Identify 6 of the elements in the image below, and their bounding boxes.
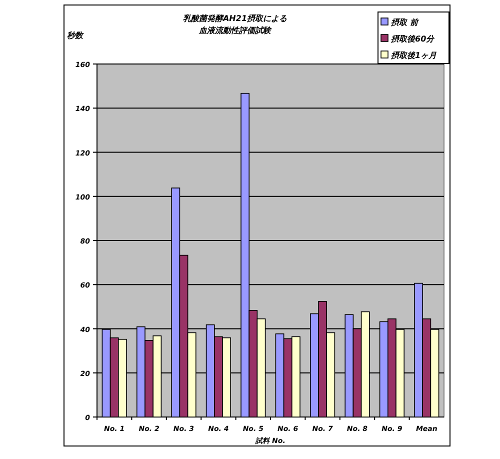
y-axis-title: 秒数 (67, 31, 84, 40)
chart-subtitle: 血液流動性評価試験 (198, 25, 273, 35)
legend-label: 摂取後1ヶ月 (390, 51, 437, 60)
legend-label: 摂取後60分 (390, 34, 436, 44)
legend-label: 摂取 前 (390, 18, 420, 27)
chart-title: 乳酸菌発酵AH21摂取による (182, 14, 288, 23)
